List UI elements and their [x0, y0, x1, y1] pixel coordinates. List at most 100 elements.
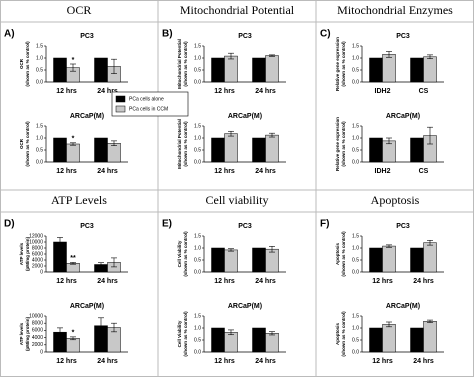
y-tick-label: 1.0 — [36, 55, 43, 61]
error-bar — [228, 130, 234, 137]
x-tick-label: 24 hrs — [255, 168, 276, 175]
bar — [410, 327, 424, 353]
bar — [66, 338, 80, 353]
bar — [382, 324, 396, 353]
y-tick-label: 1.5 — [194, 123, 201, 129]
bar — [224, 249, 238, 273]
y-tick-label: 1.5 — [194, 313, 201, 319]
legend: PCa cells alone PCa cells in CCM — [111, 91, 189, 117]
y-axis-label: OCR — [19, 58, 24, 69]
bar — [252, 57, 266, 83]
y-tick-label: 8000 — [32, 321, 43, 327]
bar — [211, 247, 225, 273]
y-tick-label: 0.0 — [352, 269, 359, 275]
bar — [265, 55, 279, 83]
chart-title: ARCaP(M) — [228, 303, 262, 310]
error-bar — [70, 262, 76, 265]
x-tick-label: 24 hrs — [413, 358, 434, 365]
x-tick-label: 12 hrs — [214, 168, 235, 175]
chart-title: PC3 — [238, 223, 252, 230]
chart-title: ARCaP(M) — [386, 303, 420, 310]
bar — [211, 327, 225, 353]
bar — [66, 143, 80, 163]
y-axis-label: (shown as % control) — [183, 311, 188, 357]
y-tick-label: 2000 — [32, 263, 43, 269]
y-tick-label: 0.5 — [36, 147, 43, 153]
bar — [224, 55, 238, 83]
error-bar — [427, 240, 433, 246]
bar — [252, 137, 266, 163]
bar — [53, 137, 67, 163]
x-tick-label: CS — [419, 88, 429, 95]
bar — [252, 247, 266, 273]
y-tick-label: 1.0 — [194, 245, 201, 251]
error-bar — [427, 126, 433, 145]
y-tick-label: 12000 — [29, 233, 43, 239]
x-tick-label: 12 hrs — [56, 358, 77, 365]
y-axis-label: Mitochondrial Potential — [177, 39, 182, 89]
y-tick-label: 10000 — [29, 313, 43, 319]
x-tick-label: 12 hrs — [56, 88, 77, 95]
legend-label: PCa cells alone — [129, 96, 164, 102]
annotation: * — [72, 57, 75, 64]
error-bar — [57, 327, 63, 337]
y-axis-label: Apoptosis — [335, 243, 340, 265]
annotation: ** — [70, 255, 76, 262]
panel-header: Apoptosis — [371, 193, 420, 207]
chart-title: PC3 — [396, 33, 410, 40]
y-tick-label: 0.5 — [352, 67, 359, 73]
y-axis-label: ATP levels — [19, 322, 24, 345]
panel-header: Mitochondrial Enzymes — [337, 3, 453, 17]
y-axis-label: (shown as % control) — [183, 41, 188, 87]
x-tick-label: 24 hrs — [97, 278, 118, 285]
y-tick-label: 0 — [40, 349, 43, 355]
bar — [53, 57, 67, 83]
y-tick-label: 0.5 — [194, 257, 201, 263]
y-tick-label: 1.5 — [36, 43, 43, 49]
y-tick-label: 0.0 — [36, 159, 43, 165]
y-tick-label: 0.5 — [36, 67, 43, 73]
y-axis-label: Relative gene expression — [335, 117, 340, 171]
x-tick-label: 24 hrs — [97, 168, 118, 175]
bar — [265, 333, 279, 353]
bar — [252, 327, 266, 353]
error-bar — [111, 322, 117, 333]
y-tick-label: 1.5 — [194, 43, 201, 49]
y-tick-label: 1.0 — [352, 55, 359, 61]
error-bar — [427, 319, 433, 323]
error-bar — [269, 54, 275, 57]
x-tick-label: 24 hrs — [97, 358, 118, 365]
y-tick-label: 6000 — [32, 251, 43, 257]
error-bar — [111, 58, 117, 74]
bar — [369, 247, 383, 273]
legend-swatch — [115, 105, 126, 113]
error-bar — [269, 331, 275, 336]
bar — [265, 134, 279, 163]
y-tick-label: 1.0 — [352, 325, 359, 331]
y-axis-label: Relative gene expression — [335, 37, 340, 91]
legend-swatch — [115, 95, 126, 103]
bar — [369, 137, 383, 163]
y-axis-label: (shown as % control) — [341, 41, 346, 87]
x-tick-label: 12 hrs — [372, 358, 393, 365]
panel-header: Cell viability — [206, 193, 269, 207]
x-tick-label: CS — [419, 168, 429, 175]
bar — [265, 248, 279, 273]
error-bar — [228, 329, 234, 336]
error-bar — [386, 51, 392, 58]
panel-label: D) — [4, 219, 15, 230]
y-axis-label: (pM/mg protein) — [25, 317, 30, 351]
error-bar — [228, 52, 234, 60]
error-bar — [386, 321, 392, 328]
y-tick-label: 0.0 — [194, 159, 201, 165]
x-tick-label: 12 hrs — [214, 358, 235, 365]
y-tick-label: 1.5 — [352, 43, 359, 49]
chart-title: ARCaP(M) — [70, 113, 104, 120]
error-bar — [70, 336, 76, 341]
y-tick-label: 6000 — [32, 328, 43, 334]
y-axis-label: (shown as % control) — [341, 121, 346, 167]
x-tick-label: 24 hrs — [255, 358, 276, 365]
y-axis-label: Cell Viability — [177, 320, 182, 347]
